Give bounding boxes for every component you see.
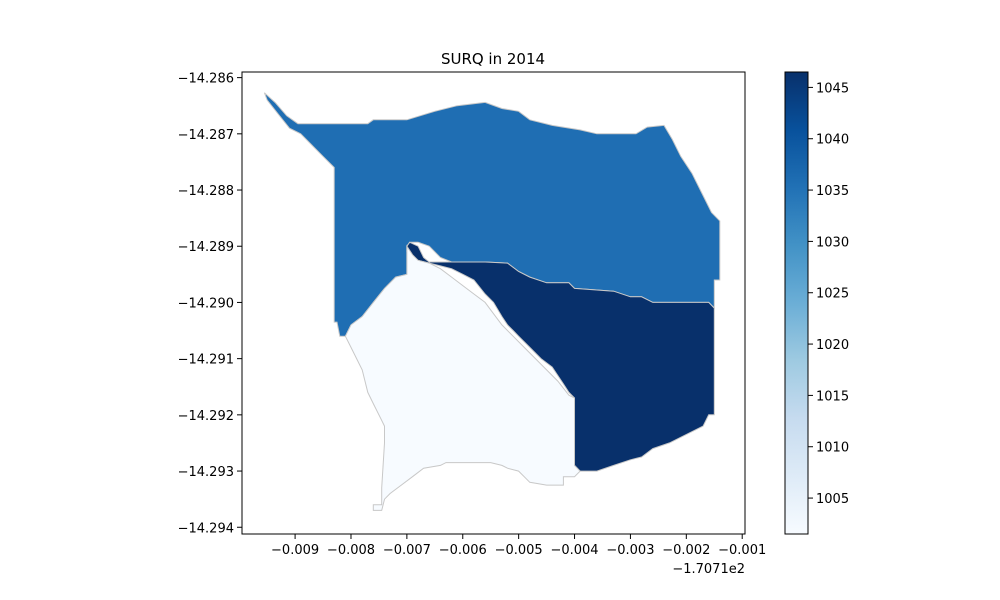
colorbar-tick-label: 1035	[816, 184, 849, 199]
colorbar-tick-label: 1020	[816, 338, 849, 353]
x-offset-label: −1.7071e2	[672, 562, 745, 577]
x-tick-label: −0.007	[383, 543, 431, 558]
y-tick-label: −14.294	[178, 521, 234, 536]
y-tick-label: −14.290	[178, 296, 234, 311]
region-southwest	[344, 244, 581, 511]
y-tick-label: −14.293	[178, 465, 234, 480]
y-tick-label: −14.291	[178, 353, 234, 368]
x-axis: −0.009 −0.008 −0.007 −0.006 −0.005 −0.004 −0.0…	[271, 534, 766, 558]
x-tick-label: −0.008	[327, 543, 375, 558]
colorbar-tick-label: 1045	[816, 81, 849, 96]
colorbar-tick-label: 1030	[816, 235, 849, 250]
x-tick-label: −0.004	[550, 543, 598, 558]
y-tick-label: −14.287	[178, 128, 234, 143]
chart-title: SURQ in 2014	[441, 50, 545, 68]
y-tick-label: −14.288	[178, 184, 234, 199]
colorbar-tick-label: 1005	[816, 492, 849, 507]
colorbar-tick-label: 1040	[816, 133, 849, 148]
colorbar-tick-label: 1015	[816, 389, 849, 404]
y-tick-label: −14.289	[178, 240, 234, 255]
y-tick-label: −14.292	[178, 409, 234, 424]
x-tick-label: −0.002	[662, 543, 710, 558]
x-tick-label: −0.009	[271, 543, 319, 558]
y-axis: −14.286 −14.287 −14.288 −14.289 −14.290 −14.2…	[178, 72, 242, 536]
plot-frame	[241, 71, 746, 535]
x-tick-label: −0.006	[439, 543, 487, 558]
x-tick-label: −0.001	[718, 543, 766, 558]
regions-layer	[263, 92, 721, 511]
colorbar	[784, 71, 809, 535]
x-tick-label: −0.003	[606, 543, 654, 558]
region-southeast	[406, 241, 715, 472]
colorbar-ticks: 1005 1010 1015 1020 1025 1030 1035 1040 1045	[808, 81, 849, 507]
x-tick-label: −0.005	[495, 543, 543, 558]
y-tick-label: −14.286	[178, 72, 234, 87]
colorbar-tick-label: 1025	[816, 287, 849, 302]
colorbar-tick-label: 1010	[816, 441, 849, 456]
